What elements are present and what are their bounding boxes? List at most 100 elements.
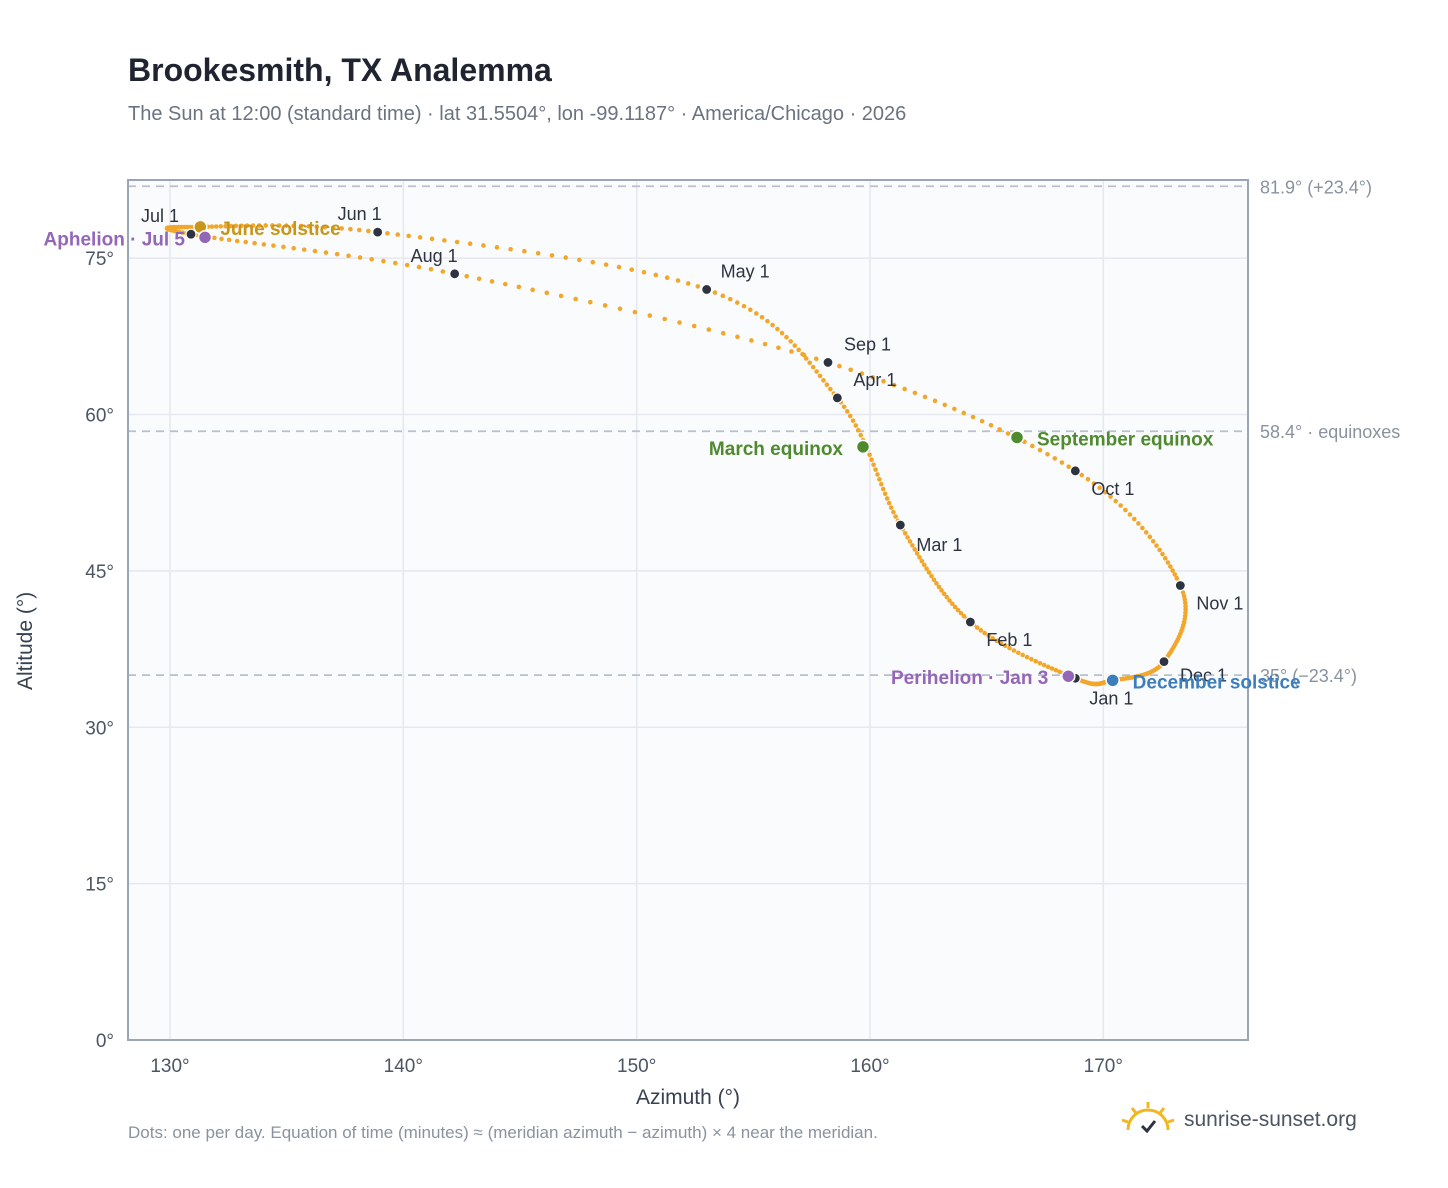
x-tick-label: 140° [384, 1056, 423, 1077]
daily-sun-dot [847, 413, 853, 419]
daily-sun-dot [924, 566, 929, 572]
daily-sun-dot [1127, 512, 1133, 517]
daily-sun-dot [837, 363, 842, 369]
daily-sun-dot [1118, 503, 1123, 508]
daily-sun-dot [250, 223, 256, 228]
daily-sun-dot [1041, 662, 1047, 668]
daily-sun-dot [647, 313, 653, 318]
daily-sun-dot [789, 349, 794, 354]
daily-sun-dot [1079, 472, 1085, 478]
daily-sun-dot [530, 287, 535, 293]
month-label: Dec 1 [1180, 666, 1227, 686]
daily-sun-dot [244, 223, 250, 228]
daily-sun-dot [629, 267, 635, 272]
daily-sun-dot [858, 432, 864, 438]
daily-sun-dot [1150, 538, 1156, 544]
daily-sun-dot [385, 231, 390, 236]
daily-sun-dot [720, 330, 726, 336]
month-marker [701, 283, 713, 296]
daily-sun-dot [1059, 460, 1065, 465]
daily-sun-dot [727, 296, 733, 302]
chart-title: Brookesmith, TX Analemma [128, 52, 552, 88]
daily-sun-dot [1131, 516, 1137, 522]
daily-sun-dot [706, 327, 712, 332]
daily-sun-dot [867, 452, 872, 458]
daily-sun-dot [1180, 590, 1186, 595]
daily-sun-dot [1016, 650, 1021, 656]
month-label: Oct 1 [1091, 479, 1134, 499]
daily-sun-dot [219, 236, 224, 242]
daily-sun-dot [1168, 564, 1173, 569]
daily-sun-dot [1002, 643, 1008, 649]
daily-sun-dot [1147, 534, 1153, 540]
event-marker [1009, 430, 1025, 445]
daily-sun-dot [476, 276, 482, 282]
x-tick-label: 130° [150, 1056, 189, 1077]
daily-sun-dot [947, 598, 952, 603]
daily-sun-dot [859, 371, 865, 376]
daily-sun-dot [544, 290, 550, 296]
daily-sun-dot [988, 422, 994, 428]
daily-sun-dot [1160, 551, 1165, 557]
daily-sun-dot [257, 223, 262, 228]
x-tick-label: 160° [850, 1056, 889, 1077]
daily-sun-dot [877, 477, 882, 482]
daily-sun-dot [243, 239, 249, 245]
month-label: Jul 1 [141, 206, 179, 226]
month-label: Mar 1 [916, 535, 962, 555]
daily-sun-dot [961, 613, 967, 619]
daily-sun-dot [675, 278, 681, 283]
footnote: Dots: one per day. Equation of time (min… [128, 1123, 878, 1142]
reference-line-label: 58.4° · equinoxes [1260, 422, 1400, 442]
daily-sun-dot [929, 573, 934, 579]
daily-sun-dot [464, 273, 469, 279]
y-tick-label: 60° [85, 406, 114, 427]
daily-sun-dot [1183, 603, 1188, 609]
daily-sun-dot [180, 230, 185, 235]
y-tick-label: 45° [85, 562, 114, 583]
daily-sun-dot [209, 224, 215, 229]
daily-sun-dot [369, 256, 375, 262]
daily-sun-dot [848, 367, 853, 373]
daily-sun-dot [990, 635, 995, 641]
daily-sun-dot [348, 226, 353, 232]
daily-sun-dot [792, 343, 798, 348]
daily-sun-dot [549, 253, 555, 258]
daily-sun-dot [467, 241, 473, 247]
daily-sun-dot [691, 323, 697, 329]
daily-sun-dot [213, 224, 219, 229]
daily-sun-dot [1085, 476, 1091, 482]
daily-sun-dot [884, 496, 890, 501]
daily-sun-dot [986, 633, 991, 638]
daily-sun-dot [974, 625, 980, 630]
daily-sun-dot [871, 462, 876, 467]
daily-sun-dot [961, 410, 967, 416]
daily-sun-dot [1182, 600, 1188, 606]
daily-sun-dot [489, 279, 495, 284]
daily-sun-dot [856, 427, 861, 433]
daily-sun-dot [770, 322, 775, 328]
daily-sun-dot [912, 390, 918, 396]
month-label: Aug 1 [411, 246, 458, 266]
daily-sun-dot [850, 418, 856, 423]
daily-sun-dot [970, 414, 976, 420]
daily-sun-dot [1037, 447, 1043, 453]
daily-sun-dot [218, 224, 224, 229]
daily-sun-dot [1030, 443, 1035, 449]
daily-sun-dot [735, 300, 740, 305]
daily-sun-dot [1154, 543, 1159, 548]
daily-sun-dot [502, 281, 508, 287]
brand[interactable]: sunrise-sunset.org [1120, 1100, 1357, 1140]
daily-sun-dot [1033, 658, 1038, 664]
daily-sun-dot [417, 235, 423, 240]
daily-sun-dot [910, 543, 915, 548]
daily-sun-dot [998, 641, 1004, 646]
daily-sun-dot [828, 386, 833, 392]
month-label: Jun 1 [338, 204, 382, 224]
month-marker [372, 226, 384, 238]
daily-sun-dot [979, 418, 985, 424]
daily-sun-dot [281, 244, 286, 250]
daily-sun-dot [902, 530, 908, 536]
daily-sun-dot [239, 223, 244, 229]
